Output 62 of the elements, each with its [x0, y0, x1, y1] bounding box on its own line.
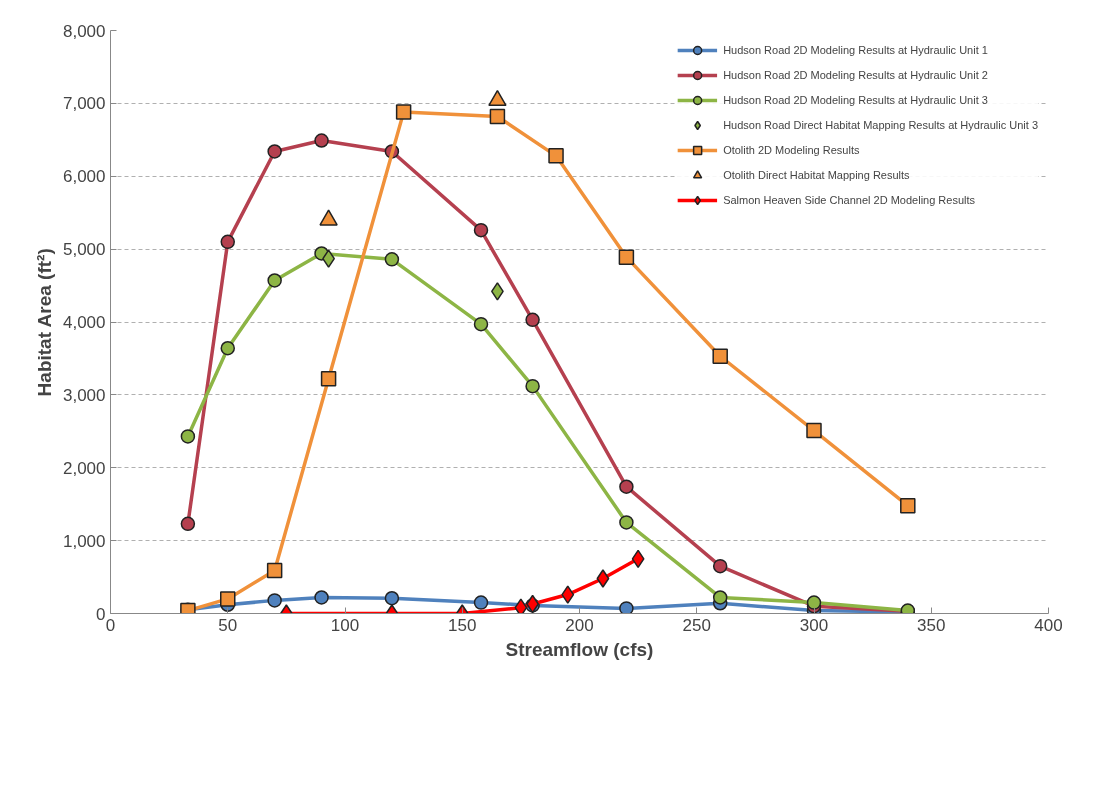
legend-label: Hudson Road 2D Modeling Results at Hydraulic Unit 3 — [723, 93, 988, 108]
y-tick-label: 3,000 — [62, 385, 106, 405]
x-tick-label: 200 — [565, 615, 594, 635]
point — [220, 591, 236, 607]
x-tick-label: 250 — [682, 615, 711, 635]
point — [180, 516, 196, 532]
legend-label: Otolith Direct Habitat Mapping Results — [723, 168, 910, 183]
y-tick-label: 4,000 — [62, 313, 106, 332]
point — [180, 429, 196, 444]
x-tick-label: 50 — [218, 615, 238, 635]
point — [314, 133, 329, 148]
point — [619, 515, 634, 530]
point — [473, 595, 489, 610]
point — [384, 590, 400, 606]
point — [548, 148, 564, 164]
y-tick-label: 8,000 — [62, 21, 106, 41]
point — [220, 341, 235, 356]
point — [473, 316, 489, 332]
point — [525, 312, 540, 328]
point — [900, 497, 916, 514]
point — [526, 594, 540, 614]
y-axis-title: Habitat Area (ft²) — [33, 248, 55, 397]
point — [473, 222, 489, 238]
legend-label: Hudson Road Direct Habitat Mapping Results at Hydraulic Unit 3 — [723, 118, 1038, 133]
point — [514, 598, 528, 614]
point — [395, 104, 412, 120]
y-tick-label: 6,000 — [62, 167, 106, 187]
point — [712, 558, 728, 574]
y-tick-label: 1,000 — [62, 531, 106, 551]
point — [712, 590, 728, 605]
point — [712, 348, 728, 364]
point — [619, 479, 634, 494]
legend-label: Hudson Road 2D Modeling Results at Hydraulic Unit 1 — [723, 43, 988, 58]
point — [266, 562, 283, 579]
point — [618, 249, 635, 265]
point — [561, 585, 575, 604]
point — [619, 601, 634, 614]
point — [806, 595, 822, 610]
legend-label: Otolith 2D Modeling Results — [723, 143, 860, 158]
point — [314, 590, 329, 605]
point — [220, 234, 235, 250]
point — [489, 108, 506, 125]
legend-label: Hudson Road 2D Modeling Results at Hydraulic Unit 2 — [723, 68, 988, 83]
point — [596, 569, 610, 588]
y-tick-label: 2,000 — [62, 458, 106, 478]
x-tick-label: 400 — [1034, 615, 1063, 635]
point — [631, 549, 645, 569]
point — [320, 371, 337, 387]
y-tick-label: 5,000 — [62, 240, 106, 260]
y-tick-label: 7,000 — [62, 94, 106, 114]
point — [806, 422, 822, 439]
point — [267, 593, 282, 608]
legend-label: Salmon Heaven Side Channel 2D Modeling Results — [723, 193, 976, 208]
x-tick-label: 150 — [448, 615, 477, 635]
point — [267, 144, 282, 159]
point — [525, 378, 540, 394]
x-tick-label: 100 — [330, 615, 360, 635]
point — [267, 273, 282, 288]
x-tick-label: 300 — [799, 615, 829, 635]
x-tick-label: 350 — [917, 615, 946, 635]
x-axis-title: Streamflow (cfs) — [505, 638, 654, 660]
point — [384, 252, 400, 267]
